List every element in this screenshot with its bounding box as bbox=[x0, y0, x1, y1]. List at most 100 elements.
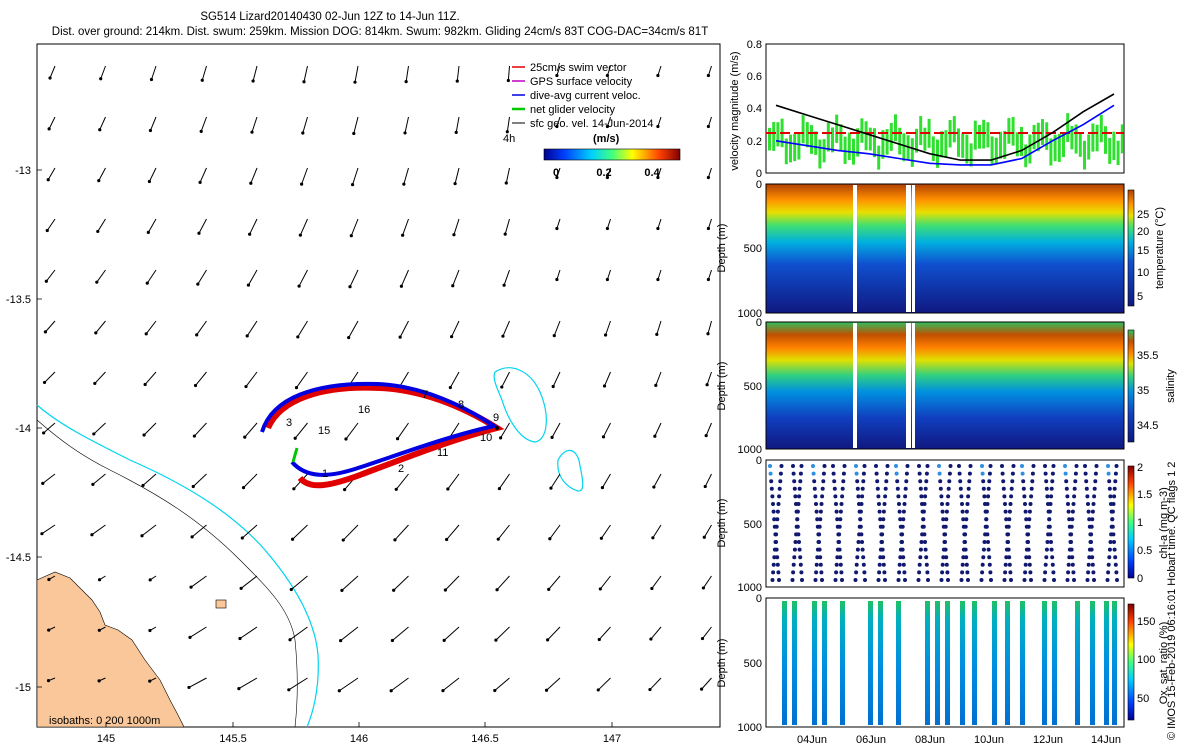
current-vector bbox=[546, 677, 561, 691]
current-vector bbox=[499, 473, 510, 489]
chla-sample bbox=[1070, 562, 1075, 567]
vector-head bbox=[599, 536, 603, 540]
vector-head bbox=[293, 436, 297, 440]
vector-head bbox=[94, 331, 98, 335]
chla-sample bbox=[1027, 555, 1032, 560]
current-vector bbox=[94, 371, 106, 384]
vector-head bbox=[289, 587, 293, 592]
data-gap bbox=[906, 323, 911, 448]
current-vector bbox=[454, 167, 460, 184]
chla-sample bbox=[1092, 486, 1097, 491]
chla-sample bbox=[940, 509, 945, 514]
chla-sample bbox=[923, 540, 927, 544]
chla-sample bbox=[1090, 517, 1095, 522]
current-vector bbox=[504, 218, 510, 235]
chla-sample bbox=[834, 562, 839, 567]
chla-sample bbox=[1092, 578, 1096, 582]
current-vector bbox=[44, 371, 56, 383]
chla-sample bbox=[918, 547, 923, 552]
island bbox=[215, 599, 227, 609]
vector-head bbox=[190, 535, 194, 539]
current-vector bbox=[195, 371, 207, 386]
vector-head bbox=[494, 638, 498, 642]
current-vector bbox=[600, 524, 611, 539]
vector-head bbox=[402, 182, 406, 186]
chla-sample bbox=[1028, 570, 1033, 575]
vector-head bbox=[656, 124, 660, 129]
vector-head bbox=[702, 535, 706, 539]
chla-sample bbox=[1106, 464, 1110, 468]
chla-sample bbox=[916, 578, 921, 582]
current-vector bbox=[402, 218, 409, 236]
current-vector bbox=[650, 626, 662, 640]
chla-sample bbox=[964, 517, 969, 522]
vector-head bbox=[550, 435, 554, 439]
date-tick: 08Jun bbox=[915, 734, 945, 746]
vector-head bbox=[47, 628, 51, 632]
current-vector bbox=[707, 320, 712, 334]
oxygen-profile bbox=[1020, 601, 1025, 725]
net-velocity-bar bbox=[990, 136, 994, 165]
chla-sample bbox=[768, 464, 772, 468]
chla-sample bbox=[820, 494, 825, 499]
vector-head bbox=[395, 437, 400, 441]
chla-sample bbox=[855, 479, 860, 484]
current-vector bbox=[342, 524, 359, 541]
chla-sample bbox=[965, 502, 970, 506]
vector-head bbox=[455, 79, 459, 83]
reef-patch-north bbox=[493, 367, 547, 443]
depth-tick: 0 bbox=[756, 455, 762, 467]
current-vector bbox=[452, 269, 460, 286]
chla-sample bbox=[1030, 471, 1035, 476]
net-velocity-bar bbox=[999, 131, 1002, 159]
credit-text: © IMOS 15-Feb-2019 06:16:01 bbox=[1166, 588, 1178, 740]
credit-footer: © IMOS 15-Feb-2019 06:16:01 Hobart time.… bbox=[1166, 462, 1178, 740]
chla-sample bbox=[1047, 509, 1052, 514]
chla-sample bbox=[1003, 509, 1008, 514]
chla-sample bbox=[1020, 464, 1024, 468]
chla-sample bbox=[1090, 509, 1095, 514]
net-velocity-bar bbox=[1099, 115, 1103, 143]
chla-sample bbox=[1044, 555, 1049, 560]
current-vector bbox=[707, 167, 712, 178]
vector-head bbox=[246, 283, 251, 287]
net-velocity-bar bbox=[776, 122, 780, 147]
current-vector bbox=[96, 269, 106, 283]
chla-sample bbox=[944, 509, 949, 514]
current-vector bbox=[707, 116, 712, 127]
chla-sample bbox=[1045, 540, 1050, 544]
chla-sample bbox=[774, 524, 779, 529]
chla-sample bbox=[1064, 486, 1069, 491]
current-vector bbox=[707, 218, 712, 229]
chla-sample bbox=[771, 502, 775, 506]
oxygen-profile bbox=[1042, 601, 1047, 725]
net-velocity-bar bbox=[826, 122, 830, 152]
net-velocity-bar bbox=[894, 114, 897, 142]
net-velocity-bar bbox=[881, 130, 885, 159]
chla-sample bbox=[1106, 562, 1111, 567]
depth-tick: 0 bbox=[756, 317, 762, 329]
vector-head bbox=[241, 486, 246, 490]
vector-head bbox=[706, 277, 711, 282]
chla-sample bbox=[920, 532, 925, 537]
vector-head bbox=[596, 688, 600, 692]
track-day-labels: 1 2 3 7 8 9 10 11 15 16 bbox=[286, 389, 499, 480]
vector-head bbox=[237, 686, 241, 691]
vector-head bbox=[44, 279, 48, 283]
chla-sample bbox=[1043, 570, 1048, 575]
current-vector bbox=[147, 218, 157, 233]
current-vector bbox=[702, 626, 712, 639]
chla-sample bbox=[981, 555, 986, 560]
chla-sample bbox=[1008, 570, 1013, 575]
vector-head bbox=[193, 383, 198, 388]
vector-head bbox=[148, 679, 152, 683]
chla-sample bbox=[1089, 524, 1094, 529]
vector-head bbox=[605, 175, 610, 180]
current-vector bbox=[99, 116, 106, 130]
chla-sample bbox=[902, 570, 907, 575]
chla-sample bbox=[818, 555, 823, 560]
chla-sample bbox=[961, 517, 966, 522]
current-vector bbox=[192, 473, 207, 487]
chla-sample bbox=[821, 479, 826, 484]
chla-sample bbox=[918, 486, 923, 491]
